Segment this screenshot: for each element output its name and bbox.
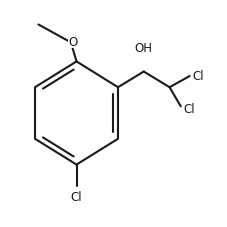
Text: Cl: Cl [193,69,204,82]
Text: OH: OH [135,42,153,55]
Text: Cl: Cl [183,103,195,116]
Text: Cl: Cl [71,190,82,203]
Text: O: O [69,36,78,49]
